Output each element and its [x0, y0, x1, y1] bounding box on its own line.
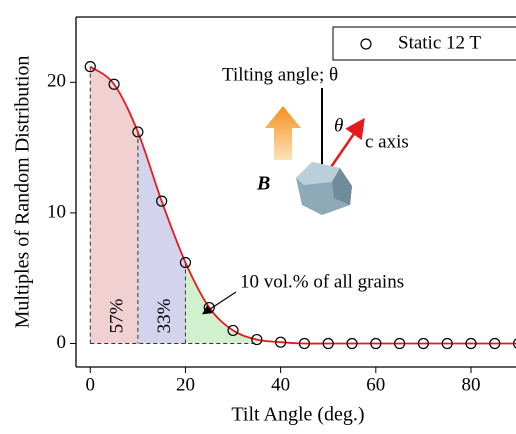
- annotation: Tilting angle; θ: [222, 64, 338, 85]
- y-tick-label: 0: [57, 332, 67, 353]
- data-point: [156, 195, 168, 207]
- region: [137, 131, 186, 344]
- data-point: [441, 337, 453, 350]
- y-tick-label: 20: [47, 71, 66, 92]
- crystal: [296, 162, 352, 215]
- x-axis-label: Tilt Angle (deg.): [231, 404, 364, 426]
- legend-marker: [360, 38, 372, 50]
- y-axis-label: Multiples of Random Distribution: [12, 56, 34, 329]
- regions: 57% 33% 10 vol.% of all grains: [89, 66, 404, 344]
- data-point: [512, 338, 516, 349]
- data-point: [465, 337, 477, 350]
- y-tick-label: 10: [47, 201, 66, 222]
- data-point: [132, 126, 144, 138]
- data-point: [179, 256, 192, 269]
- x-tick-label: 40: [271, 374, 290, 395]
- c-axis-arrow: [327, 117, 365, 171]
- x-tick-label: 60: [366, 374, 385, 395]
- data-point: [251, 333, 263, 346]
- annotation: c axis: [365, 131, 409, 152]
- data-point: [346, 337, 358, 350]
- data-point: [227, 324, 239, 337]
- annotation: θ: [334, 115, 343, 136]
- annotation-arrow: [201, 291, 237, 315]
- field-arrow: [265, 106, 301, 160]
- region: [185, 262, 257, 344]
- data-point: [370, 337, 382, 350]
- data-point: [489, 337, 501, 350]
- x-tick-label: 0: [86, 374, 96, 395]
- plot: 0 20 40 60 80 0 10 20: [47, 16, 516, 395]
- region-label: 57%: [106, 298, 127, 333]
- legend-box: [332, 26, 516, 61]
- data-point: [298, 337, 311, 350]
- data-point: [84, 61, 96, 73]
- data-point: [108, 78, 120, 90]
- data-point: [394, 337, 406, 350]
- region: [90, 66, 138, 344]
- x-tick-label: 20: [176, 374, 195, 395]
- fit-line: [89, 65, 516, 345]
- legend-label: Static 12 T: [398, 32, 481, 53]
- data-point: [275, 336, 287, 348]
- annotation: B: [256, 173, 270, 195]
- x-tick-label: 80: [461, 374, 480, 395]
- data-point: [417, 337, 430, 350]
- data-point: [322, 337, 334, 350]
- region-label: 33%: [154, 298, 175, 333]
- region-label: 10 vol.% of all grains: [240, 271, 404, 292]
